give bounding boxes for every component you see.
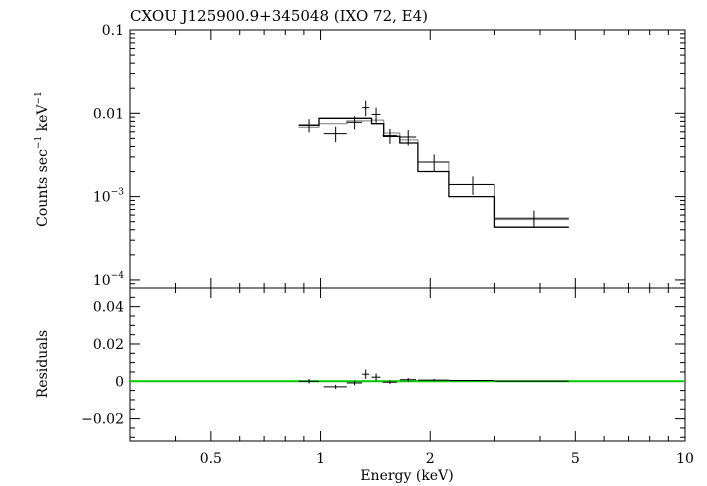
spectrum-data-points xyxy=(298,100,569,229)
residual-point xyxy=(399,377,417,382)
spectrum-point xyxy=(323,126,347,143)
spectrum-point xyxy=(494,210,569,229)
residual-point xyxy=(362,369,370,379)
residual-point xyxy=(323,384,347,389)
spectrum-point xyxy=(346,116,363,130)
residuals-y-axis-label: Residuals xyxy=(35,330,51,398)
model-light-step xyxy=(298,119,569,221)
model-dark-step xyxy=(298,117,569,228)
spectrum-y-tick-label: 10−4 xyxy=(93,271,124,289)
spectrum-point xyxy=(399,130,417,146)
spectrum-y-tick-labels: 0.1 0.01 10−3 10−4 xyxy=(93,23,124,289)
residuals-data-points xyxy=(298,369,569,389)
residuals-y-tick-label: 0.02 xyxy=(93,337,124,353)
model-dark xyxy=(298,117,569,228)
spectrum-point xyxy=(371,107,381,123)
residual-point xyxy=(448,379,494,382)
spectrum-panel-frame xyxy=(129,29,686,289)
residuals-y-tick-label: 0 xyxy=(115,374,124,390)
residual-point xyxy=(382,380,397,385)
x-tick-labels: 0.5 1 2 5 10 xyxy=(200,451,694,467)
spectrum-point xyxy=(448,176,494,195)
model-light xyxy=(298,119,569,221)
residual-point xyxy=(417,379,449,382)
x-tick-label: 0.5 xyxy=(200,451,222,467)
chart-title: CXOU J125900.9+345048 (IXO 72, E4) xyxy=(130,7,428,25)
spectrum-y-tick-label: 10−3 xyxy=(93,188,124,206)
spectrum-y-tick-label: 0.1 xyxy=(102,23,124,39)
residuals-y-tick-label: 0.04 xyxy=(93,300,124,316)
spectrum-point xyxy=(362,100,370,117)
spectrum-y-axis-label: Counts sec−1 keV−1 xyxy=(34,91,51,227)
x-tick-label: 1 xyxy=(316,451,325,467)
spectrum-y-tick-label: 0.01 xyxy=(93,106,124,122)
x-tick-label: 10 xyxy=(676,451,694,467)
spectrum-point xyxy=(382,128,397,144)
x-tick-label: 5 xyxy=(571,451,580,467)
residual-point xyxy=(298,379,319,384)
spectrum-point xyxy=(298,119,319,133)
spectrum-point xyxy=(417,154,449,172)
x-tick-label: 2 xyxy=(426,451,435,467)
axis-ticks xyxy=(130,29,686,441)
residuals-y-tick-label: −0.02 xyxy=(81,412,124,428)
residual-point xyxy=(371,373,381,381)
residuals-y-tick-labels: 0.04 0.02 0 −0.02 xyxy=(81,300,124,428)
residual-point xyxy=(346,380,363,386)
x-axis-label: Energy (keV) xyxy=(360,468,453,484)
residuals-panel-frame xyxy=(129,287,686,442)
